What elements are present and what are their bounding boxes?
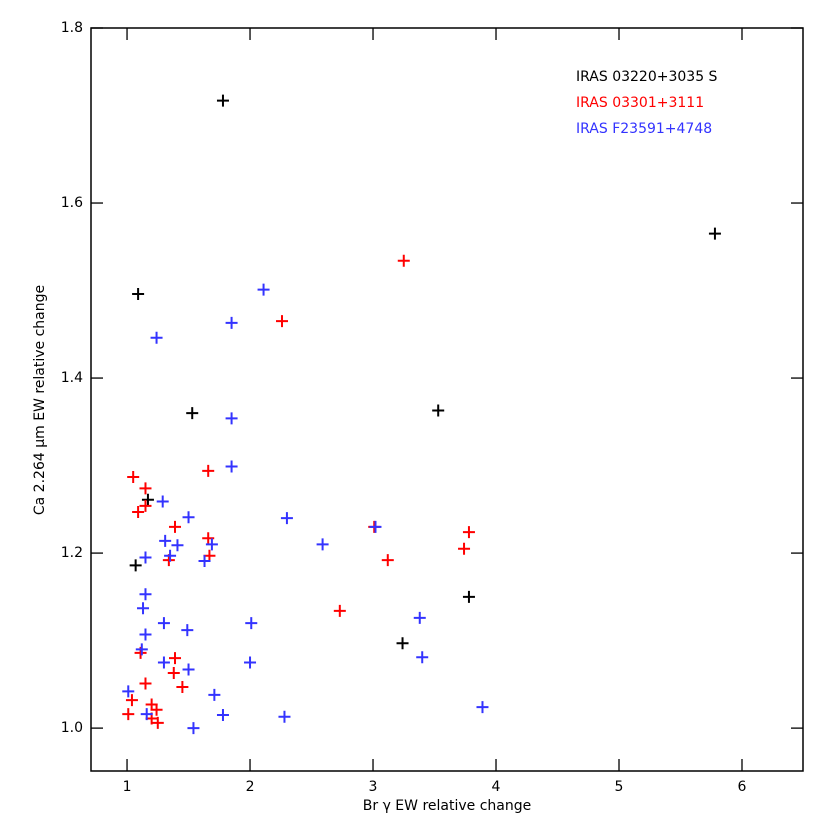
point — [139, 677, 152, 690]
x-tick-label: 5 — [615, 779, 624, 795]
legend-entry: IRAS F23591+4748 — [576, 121, 712, 137]
point — [458, 542, 471, 555]
point — [202, 532, 215, 545]
point — [139, 482, 152, 495]
point — [159, 534, 172, 547]
point — [333, 604, 346, 617]
point — [167, 666, 180, 679]
point — [132, 288, 145, 301]
y-tick-label: 1.2 — [61, 545, 83, 561]
point — [708, 227, 721, 240]
point — [125, 694, 138, 707]
point — [181, 624, 194, 637]
point — [150, 331, 163, 344]
point — [316, 538, 329, 551]
x-tick-label: 1 — [123, 779, 132, 795]
y-tick-label: 1.8 — [61, 20, 83, 36]
point — [225, 460, 238, 473]
x-tick-label: 4 — [492, 779, 501, 795]
point — [413, 611, 426, 624]
point — [198, 554, 211, 567]
y-axis-label: Ca 2.264 μm EW relative change — [32, 285, 48, 515]
point — [245, 617, 258, 630]
point — [216, 708, 229, 721]
point — [182, 663, 195, 676]
point — [156, 495, 169, 508]
point — [280, 512, 293, 525]
point — [135, 643, 148, 656]
y-tick-label: 1.6 — [61, 195, 83, 211]
point — [157, 617, 170, 630]
point — [276, 315, 289, 328]
point — [186, 407, 199, 420]
legend-entry: IRAS 03220+3035 S — [576, 69, 718, 85]
point — [169, 652, 182, 665]
legend-entry: IRAS 03301+3111 — [576, 95, 704, 111]
point — [139, 588, 152, 601]
point — [132, 505, 145, 518]
y-tick-label: 1.0 — [61, 720, 83, 736]
point — [139, 551, 152, 564]
point — [202, 464, 215, 477]
point — [187, 722, 200, 735]
point — [416, 651, 429, 664]
point — [150, 703, 163, 716]
point — [369, 520, 382, 533]
point — [139, 628, 152, 641]
point — [127, 470, 140, 483]
point — [205, 538, 218, 551]
x-tick-label: 3 — [369, 779, 378, 795]
point — [397, 254, 410, 267]
y-tick-label: 1.4 — [61, 370, 83, 386]
point — [140, 708, 153, 721]
point — [139, 499, 152, 512]
point — [141, 493, 154, 506]
x-tick-label: 2 — [246, 779, 255, 795]
point — [432, 404, 445, 417]
point — [137, 602, 150, 615]
point — [122, 685, 135, 698]
point — [208, 688, 221, 701]
point — [257, 283, 270, 296]
point — [169, 520, 182, 533]
point — [176, 680, 189, 693]
point — [381, 554, 394, 567]
point — [462, 590, 475, 603]
point — [225, 316, 238, 329]
point — [476, 701, 489, 714]
point — [164, 549, 177, 562]
point — [278, 710, 291, 723]
point — [396, 637, 409, 650]
point — [129, 559, 142, 572]
x-axis-label: Br γ EW relative change — [363, 798, 531, 814]
plot-frame — [90, 27, 804, 772]
point — [462, 526, 475, 539]
point — [182, 511, 195, 524]
point — [225, 412, 238, 425]
point — [122, 708, 135, 721]
point — [151, 716, 164, 729]
point — [244, 656, 257, 669]
x-tick-label: 6 — [738, 779, 747, 795]
point — [157, 656, 170, 669]
point — [171, 539, 184, 552]
point — [216, 94, 229, 107]
